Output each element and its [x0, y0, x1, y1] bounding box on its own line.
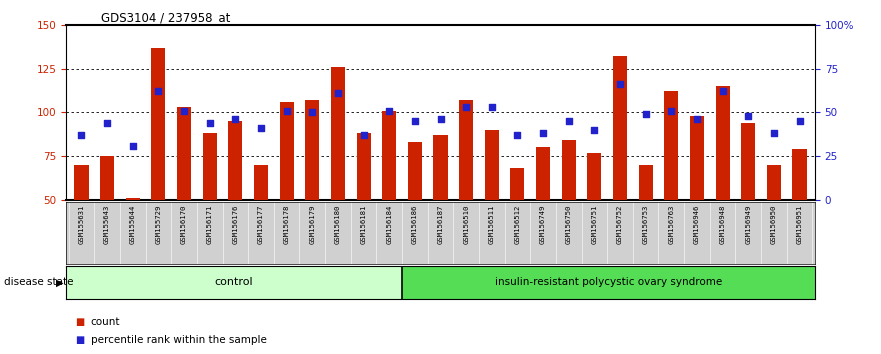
Bar — [408, 142, 422, 200]
Point — [433, 116, 448, 122]
Text: disease state: disease state — [4, 277, 74, 287]
Point — [408, 118, 422, 124]
Point — [793, 118, 807, 124]
Text: GSM156181: GSM156181 — [360, 205, 366, 244]
Text: percentile rank within the sample: percentile rank within the sample — [91, 335, 267, 345]
Text: count: count — [91, 317, 120, 327]
Point — [74, 132, 88, 138]
Text: GSM156177: GSM156177 — [258, 205, 264, 244]
Text: GSM156511: GSM156511 — [489, 205, 495, 244]
Point — [357, 132, 371, 138]
Text: GDS3104 / 237958_at: GDS3104 / 237958_at — [101, 11, 231, 24]
Point — [613, 81, 627, 87]
Text: GSM156179: GSM156179 — [309, 205, 315, 244]
Text: GSM156951: GSM156951 — [796, 205, 803, 244]
Bar — [74, 165, 88, 200]
Text: GSM156171: GSM156171 — [207, 205, 212, 244]
Text: GSM156170: GSM156170 — [181, 205, 187, 244]
Bar — [331, 67, 345, 200]
Point — [485, 104, 499, 110]
Bar — [203, 133, 217, 200]
Bar — [562, 141, 576, 200]
Bar — [433, 135, 448, 200]
Point — [203, 120, 217, 126]
Text: GSM156949: GSM156949 — [745, 205, 751, 244]
Bar — [766, 165, 781, 200]
Text: ■: ■ — [75, 317, 84, 327]
Point — [228, 116, 242, 122]
Bar — [402, 266, 815, 299]
Bar — [66, 266, 402, 299]
Point — [690, 116, 704, 122]
Text: GSM156187: GSM156187 — [438, 205, 443, 244]
Text: ■: ■ — [75, 335, 84, 345]
Bar — [664, 91, 678, 200]
Text: GSM156178: GSM156178 — [284, 205, 290, 244]
Bar — [228, 121, 242, 200]
Point — [664, 108, 678, 114]
Text: GSM156184: GSM156184 — [386, 205, 392, 244]
Bar — [177, 107, 191, 200]
Bar — [793, 149, 807, 200]
Text: GSM155631: GSM155631 — [78, 205, 85, 244]
Text: GSM156753: GSM156753 — [642, 205, 648, 244]
Point — [741, 113, 755, 119]
Point — [100, 120, 115, 126]
Point — [588, 127, 602, 133]
Text: ▶: ▶ — [56, 277, 64, 287]
Bar — [357, 133, 371, 200]
Bar — [100, 156, 115, 200]
Text: GSM156763: GSM156763 — [669, 205, 674, 244]
Bar — [690, 116, 704, 200]
Bar — [510, 169, 524, 200]
Text: GSM156946: GSM156946 — [694, 205, 700, 244]
Bar — [485, 130, 499, 200]
Bar — [382, 111, 396, 200]
Text: GSM156510: GSM156510 — [463, 205, 470, 244]
Point — [562, 118, 576, 124]
Bar — [279, 102, 293, 200]
Point — [639, 111, 653, 117]
Text: GSM155644: GSM155644 — [130, 205, 136, 244]
Bar — [536, 147, 550, 200]
Point — [331, 90, 345, 96]
Bar — [741, 123, 755, 200]
Text: insulin-resistant polycystic ovary syndrome: insulin-resistant polycystic ovary syndr… — [495, 277, 722, 287]
Point — [766, 131, 781, 136]
Point — [177, 108, 191, 114]
Text: GSM156752: GSM156752 — [617, 205, 623, 244]
Bar — [613, 56, 627, 200]
Bar — [152, 47, 166, 200]
Point — [536, 131, 550, 136]
Text: GSM156950: GSM156950 — [771, 205, 777, 244]
Text: GSM156751: GSM156751 — [591, 205, 597, 244]
Bar — [715, 86, 729, 200]
Text: GSM156176: GSM156176 — [233, 205, 239, 244]
Bar — [254, 165, 268, 200]
Text: GSM156750: GSM156750 — [566, 205, 572, 244]
Bar — [588, 153, 602, 200]
Text: GSM156180: GSM156180 — [335, 205, 341, 244]
Point — [382, 108, 396, 114]
Point — [126, 143, 140, 149]
Text: GSM156749: GSM156749 — [540, 205, 546, 244]
Text: GSM155643: GSM155643 — [104, 205, 110, 244]
Point — [510, 132, 524, 138]
Text: GSM155729: GSM155729 — [155, 205, 161, 244]
Text: GSM156948: GSM156948 — [720, 205, 726, 244]
Bar — [639, 165, 653, 200]
Point — [459, 104, 473, 110]
Bar — [126, 198, 140, 200]
Point — [254, 125, 268, 131]
Text: GSM156186: GSM156186 — [411, 205, 418, 244]
Bar — [305, 100, 319, 200]
Text: GSM156512: GSM156512 — [515, 205, 521, 244]
Point — [152, 88, 166, 94]
Text: control: control — [215, 277, 253, 287]
Point — [715, 88, 729, 94]
Point — [279, 108, 293, 114]
Bar — [459, 100, 473, 200]
Point — [305, 110, 319, 115]
